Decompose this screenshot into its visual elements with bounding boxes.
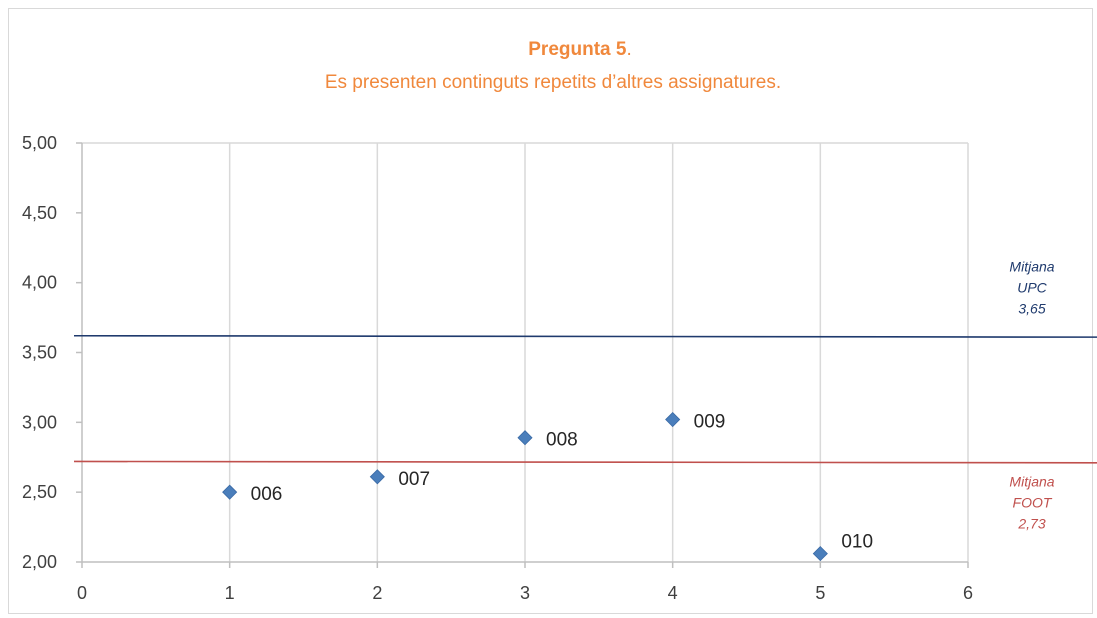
reference-line-label: FOOT: [1013, 494, 1053, 510]
chart-title: Pregunta 5: [528, 39, 627, 60]
chart-subtitle: Es presenten continguts repetits d’altre…: [325, 72, 781, 93]
reference-lines-layer: Mitjana UPC 3,65 Mitjana FOOT 2,73: [73, 259, 1097, 531]
reference-line: [73, 460, 1097, 464]
reference-line-label: UPC: [1017, 280, 1047, 296]
y-tick-label: 5,00: [22, 133, 57, 153]
data-points-layer: 006 007 008 009 010: [222, 411, 873, 562]
x-tick-label: 4: [668, 583, 678, 603]
x-tick-label: 6: [963, 583, 973, 603]
y-tick-label: 2,50: [22, 482, 57, 502]
data-point-label: 010: [841, 532, 873, 553]
data-point-marker: [222, 484, 238, 500]
reference-line-label: Mitjana: [1009, 473, 1054, 489]
data-point-marker: [665, 411, 681, 428]
data-point-label: 008: [546, 430, 578, 451]
x-tick-label: 3: [520, 583, 530, 603]
x-tick-label: 0: [77, 583, 87, 603]
chart-frame: [8, 8, 1093, 614]
grid-layer: [82, 142, 969, 562]
chart-title-suffix: .: [626, 39, 631, 60]
x-tick-label: 1: [225, 583, 235, 603]
y-tick-label: 3,00: [22, 412, 57, 432]
data-point-marker: [812, 546, 828, 562]
reference-line: [73, 334, 1097, 338]
reference-line-label: 2,73: [1017, 515, 1045, 531]
axis-layer: 2,00 2,50 3,00 3,50 4,00 4,50 5,00 0 1 2 3 4 5 6: [22, 133, 973, 603]
data-point-marker: [369, 469, 385, 485]
y-tick-label: 4,50: [22, 203, 57, 223]
y-tick-label: 2,00: [22, 552, 57, 572]
y-tick-label: 3,50: [22, 343, 57, 363]
data-point-label: 009: [694, 412, 726, 433]
data-point-label: 007: [398, 469, 430, 490]
x-tick-label: 2: [372, 583, 382, 603]
data-point-label: 006: [251, 484, 283, 505]
reference-line-label: 3,65: [1018, 301, 1045, 317]
chart-title-line: Pregunta 5.: [528, 39, 631, 60]
reference-line-label: Mitjana: [1009, 259, 1054, 275]
data-point-marker: [517, 430, 533, 446]
x-tick-label: 5: [815, 583, 825, 603]
y-tick-label: 4,00: [22, 273, 57, 293]
